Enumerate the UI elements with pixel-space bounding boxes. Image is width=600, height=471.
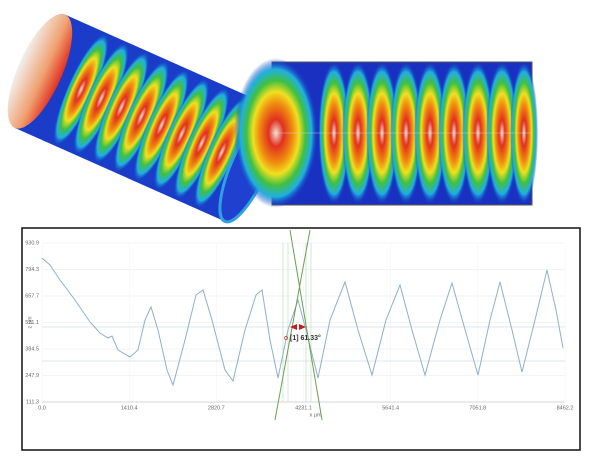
heatmap-render [234, 58, 538, 208]
x-tick-label: 1410.4 [121, 405, 138, 411]
x-tick-label: 2820.7 [208, 405, 225, 411]
y-tick-label: 794.3 [25, 267, 39, 273]
angle-annotation: [1] 61.33° [290, 334, 321, 342]
x-tick-label: 4231.1 [295, 405, 312, 411]
angle-point [284, 336, 288, 340]
angle-line [289, 229, 323, 421]
y-tick-label: 384.5 [25, 346, 39, 352]
y-tick-label: 657.7 [25, 293, 39, 299]
profile-line [41, 257, 564, 387]
y-axis-label: z μm [27, 316, 33, 328]
y-tick-label: 930.9 [25, 240, 39, 246]
x-tick-label: 5641.4 [382, 405, 399, 411]
x-tick-label: 7051.8 [469, 405, 486, 411]
y-tick-label: 111.3 [26, 399, 39, 405]
x-axis-label: x μm [309, 412, 321, 418]
profile-chart: 111.3 247.9 384.5 521.1 657.7 794.3 930.9 0.0 14… [25, 229, 574, 421]
y-tick-label: 521.1 [25, 320, 39, 326]
x-tick-label: 8462.2 [557, 405, 574, 411]
y-tick-label: 247.9 [25, 373, 39, 379]
angle-line [274, 229, 311, 421]
x-tick-label: 0.0 [38, 405, 46, 411]
angle-marker [290, 324, 306, 330]
cylinder-render [7, 13, 282, 224]
chart-frame [21, 227, 581, 451]
